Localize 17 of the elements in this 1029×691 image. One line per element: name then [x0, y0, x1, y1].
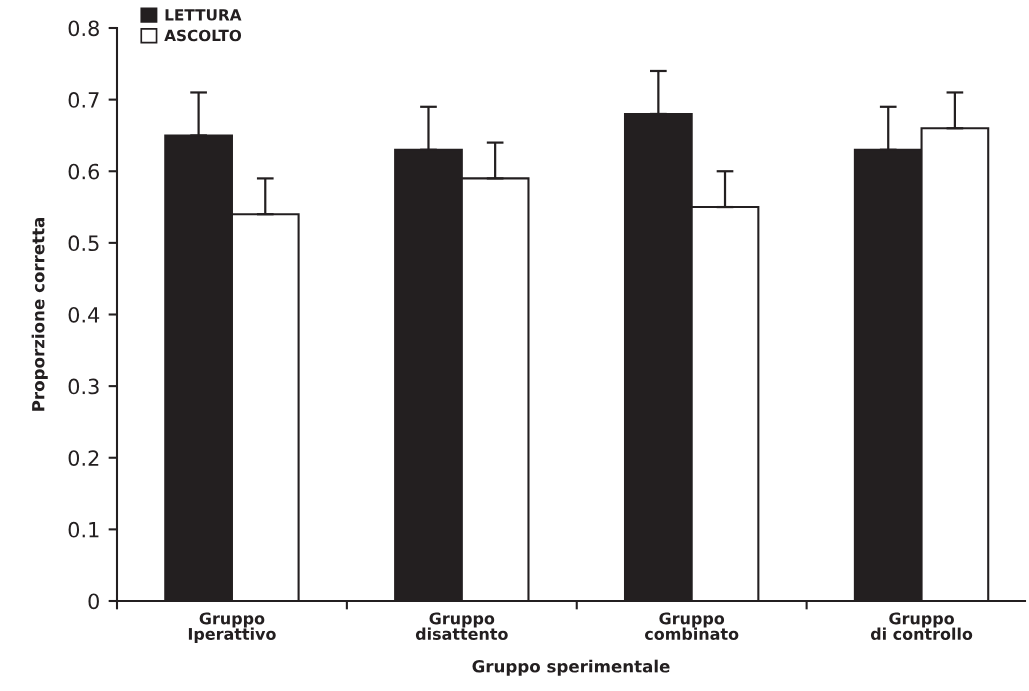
y-tick-label: 0.2: [68, 450, 99, 466]
x-tick-label: Gruppo disattento: [415, 612, 508, 640]
y-tick-label: 0.8: [68, 20, 99, 37]
y-tick-label: 0.1: [68, 521, 99, 538]
legend-label: LETTURA: [165, 9, 242, 21]
x-tick-label: Gruppo di controllo: [870, 612, 973, 640]
x-axis-title: Gruppo sperimentale: [472, 659, 670, 676]
y-tick-label: 0.5: [68, 235, 99, 252]
y-tick-label: 0.6: [68, 163, 100, 180]
y-tick-label: 0.4: [68, 306, 100, 323]
x-tick-label: Gruppo combinato: [644, 612, 739, 640]
y-axis-title: Proporzione corretta: [31, 218, 48, 411]
y-tick-label: 0.3: [68, 378, 99, 395]
y-tick-label: 0.7: [68, 92, 99, 108]
legend-label: ASCOLTO: [164, 29, 242, 42]
y-tick-label: 0: [88, 593, 99, 610]
x-tick-label: Gruppo Iperattivo: [188, 612, 276, 644]
